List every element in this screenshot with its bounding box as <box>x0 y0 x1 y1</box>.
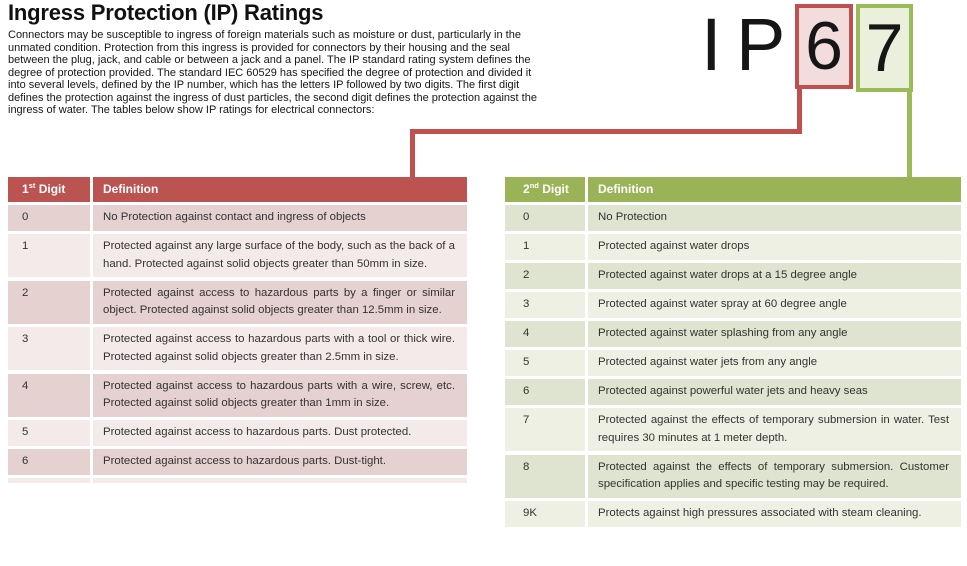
table-row-0: 0 No Protection <box>505 205 961 231</box>
definition-cell: Protected against access to hazardous pa… <box>93 449 467 475</box>
digit-cell: 4 <box>505 321 585 347</box>
red-connector-line-vertical-to-table <box>410 129 415 177</box>
second-digit-table-body: 0 No Protection 1 Protected against water d… <box>505 205 961 527</box>
definition-cell: No Protection against contact and ingres… <box>93 205 467 231</box>
first-digit-table: 1st Digit Definition 0 No Protection agai… <box>8 177 467 487</box>
definition-cell: Protected against water drops at a 15 de… <box>588 263 961 289</box>
definition-cell: Protected against access to hazardous pa… <box>93 280 467 324</box>
table-row-2: 2 Protected against water drops at a 15 d… <box>505 263 961 289</box>
table-row-1: 1 Protected against water drops <box>505 234 961 260</box>
digit-cell <box>8 478 90 483</box>
table-row-3: 3 Protected against access to hazardous p… <box>8 327 467 370</box>
table-row-9K: 9K Protects against high pressures associ… <box>505 501 961 527</box>
digit-cell: 5 <box>8 420 90 446</box>
digit-column-header: 2nd Digit <box>505 177 585 202</box>
digit-cell: 3 <box>8 327 90 370</box>
ip-letter-p: P <box>736 3 786 86</box>
digit-cell: 4 <box>8 373 90 417</box>
definition-cell: Protected against access to hazardous pa… <box>93 420 467 446</box>
definition-cell: Protected against the effects of tempora… <box>588 408 961 451</box>
green-connector-line-vertical <box>907 91 912 177</box>
digit-cell: 0 <box>505 205 585 231</box>
intro-paragraph: Connectors may be susceptible to ingress… <box>8 29 537 116</box>
definition-cell: Protected against access to hazardous pa… <box>93 373 467 417</box>
table-row-5: 5 Protected against water jets from any a… <box>505 350 961 376</box>
definition-cell: Protects against high pressures associat… <box>588 501 961 527</box>
table-row-5: 5 Protected against access to hazardous p… <box>8 420 467 446</box>
digit-cell: 3 <box>505 292 585 318</box>
digit-cell: 2 <box>8 280 90 324</box>
page-title: Ingress Protection (IP) Ratings <box>8 0 324 25</box>
definition-cell: Protected against powerful water jets an… <box>588 379 961 405</box>
first-digit-table-body: 0 No Protection against contact and ingre… <box>8 205 467 475</box>
digit-cell: 7 <box>505 408 585 451</box>
table-row-0: 0 No Protection against contact and ingre… <box>8 205 467 231</box>
definition-cell: Protected against the effects of tempora… <box>588 454 961 498</box>
first-digit-table-header-row: 1st Digit Definition <box>8 177 467 202</box>
table-row-4: 4 Protected against water splashing from … <box>505 321 961 347</box>
red-connector-line-vertical-from-box <box>797 87 802 134</box>
first-digit-box: 6 <box>795 4 853 89</box>
second-digit-box: 7 <box>856 4 913 92</box>
table-row-6: 6 Protected against powerful water jets a… <box>505 379 961 405</box>
table-row-1: 1 Protected against any large surface of … <box>8 234 467 277</box>
digit-cell: 1 <box>505 234 585 260</box>
digit-cell: 2 <box>505 263 585 289</box>
digit-cell: 1 <box>8 234 90 277</box>
digit-cell: 6 <box>505 379 585 405</box>
definition-cell: Protected against water spray at 60 degr… <box>588 292 961 318</box>
definition-cell: No Protection <box>588 205 961 231</box>
digit-cell: 8 <box>505 454 585 498</box>
definition-column-header: Definition <box>93 177 467 202</box>
table-row-7: 7 Protected against the effects of tempor… <box>505 408 961 451</box>
definition-cell: Protected against access to hazardous pa… <box>93 327 467 370</box>
digit-column-header: 1st Digit <box>8 177 90 202</box>
clipped-table-row <box>8 478 467 483</box>
first-digit-value: 6 <box>805 8 843 84</box>
definition-cell: Protected against water splashing from a… <box>588 321 961 347</box>
ip-letter-i: I <box>701 3 722 86</box>
definition-cell: Protected against water drops <box>588 234 961 260</box>
definition-cell: Protected against water jets from any an… <box>588 350 961 376</box>
table-row-3: 3 Protected against water spray at 60 deg… <box>505 292 961 318</box>
table-row-2: 2 Protected against access to hazardous p… <box>8 280 467 324</box>
definition-cell: Protected against any large surface of t… <box>93 234 467 277</box>
second-digit-value: 7 <box>865 9 904 86</box>
table-row-8: 8 Protected against the effects of tempor… <box>505 454 961 498</box>
digit-cell: 9K <box>505 501 585 527</box>
second-digit-table-header-row: 2nd Digit Definition <box>505 177 961 202</box>
digit-cell: 6 <box>8 449 90 475</box>
table-row-4: 4 Protected against access to hazardous p… <box>8 373 467 417</box>
definition-column-header: Definition <box>588 177 961 202</box>
second-digit-table: 2nd Digit Definition 0 No Protection 1 Prot… <box>505 177 961 530</box>
digit-cell: 0 <box>8 205 90 231</box>
table-row-6: 6 Protected against access to hazardous p… <box>8 449 467 475</box>
red-connector-line-horizontal <box>410 129 802 134</box>
definition-cell <box>93 478 467 483</box>
digit-cell: 5 <box>505 350 585 376</box>
